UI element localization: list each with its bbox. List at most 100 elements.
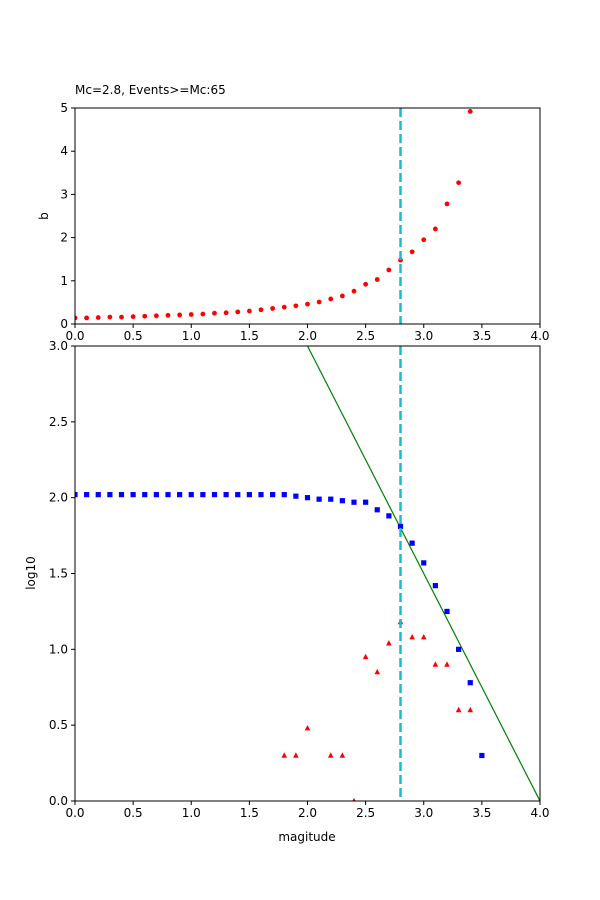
data-point	[130, 314, 136, 320]
data-point	[165, 492, 171, 498]
data-point	[281, 752, 288, 758]
x-tick-label: 0.5	[124, 329, 143, 343]
data-point	[142, 313, 148, 319]
x-tick-label: 0.0	[65, 806, 84, 820]
y-tick-label: 4	[60, 144, 68, 158]
data-point	[142, 492, 148, 498]
b-value-panel: Mc=2.8, Events>=Mc:65 b 0.0 0.5 1.0 1.5 2.0 2…	[37, 83, 550, 343]
data-point	[177, 312, 183, 318]
data-point	[467, 109, 473, 114]
plot-area	[75, 109, 473, 321]
data-point	[409, 540, 415, 546]
axes: 0.0 0.5 1.0 1.5 2.0 2.5 3.0 3.5 4.0 0.0 0.5 1.0 1.5 2…	[49, 339, 550, 820]
data-point	[363, 499, 369, 505]
y-tick-label: 1	[60, 274, 68, 288]
x-tick-label: 0.5	[124, 806, 143, 820]
data-point	[200, 492, 206, 498]
data-point	[270, 492, 276, 498]
data-point	[363, 281, 369, 287]
data-point	[153, 492, 159, 498]
data-point	[421, 560, 427, 566]
x-tick-label: 3.0	[414, 806, 433, 820]
data-point	[386, 640, 392, 646]
log10-panel: magitude log10 0.0 0.5 1.0 1.5 2.0 2.5 3.0 3.5 4…	[24, 339, 550, 844]
y-tick-label: 2	[60, 231, 68, 245]
data-point	[316, 496, 322, 502]
data-point	[235, 492, 241, 498]
data-point	[352, 797, 356, 801]
data-point	[107, 492, 113, 498]
y-tick-label: 0.5	[49, 718, 68, 732]
x-tick-label: 2.0	[298, 806, 317, 820]
data-point	[95, 315, 101, 320]
data-point	[339, 498, 345, 504]
y-tick-label: 2.0	[49, 491, 68, 505]
data-point	[456, 646, 462, 652]
data-point	[339, 752, 346, 758]
data-point	[455, 706, 462, 713]
data-point	[130, 492, 136, 498]
data-point	[118, 492, 125, 498]
data-point	[305, 301, 310, 307]
y-tick-label: 2.5	[49, 415, 68, 429]
data-point	[374, 507, 380, 513]
data-point	[258, 307, 264, 313]
y-tick-label: 1.5	[49, 567, 68, 581]
data-point	[95, 492, 101, 498]
data-point	[316, 299, 322, 305]
x-tick-label: 2.5	[356, 329, 375, 343]
x-tick-label: 2.0	[298, 329, 317, 343]
data-point	[328, 496, 334, 502]
data-point	[421, 237, 427, 243]
data-point	[409, 634, 415, 640]
data-point	[165, 312, 171, 318]
data-point	[327, 752, 334, 758]
data-point	[444, 201, 450, 207]
data-point	[432, 661, 439, 667]
data-point	[177, 492, 183, 498]
data-point	[281, 492, 287, 498]
data-layer	[75, 108, 473, 324]
x-tick-label: 1.0	[182, 329, 201, 343]
y-tick-label: 0.0	[49, 794, 68, 808]
data-point	[304, 495, 311, 501]
x-tick-label: 2.5	[356, 806, 375, 820]
data-point	[304, 725, 311, 731]
data-point	[328, 296, 334, 302]
data-point	[420, 634, 427, 640]
data-point	[153, 313, 159, 319]
x-tick-label: 1.5	[240, 806, 259, 820]
data-point	[444, 661, 450, 667]
data-layer	[75, 346, 540, 801]
y-tick-label: 5	[60, 101, 68, 115]
data-point	[246, 492, 252, 498]
data-point	[84, 492, 90, 498]
data-point	[293, 752, 299, 758]
data-point	[84, 315, 90, 321]
y-tick-label: 3.0	[49, 339, 68, 353]
x-tick-label: 1.0	[182, 806, 201, 820]
x-axis-label: magitude	[278, 830, 335, 844]
data-point	[212, 310, 217, 316]
y-tick-label: 1.0	[49, 642, 68, 656]
fit-line	[306, 346, 540, 801]
data-point	[281, 304, 287, 310]
data-point	[386, 513, 392, 519]
data-point	[119, 314, 124, 320]
data-point	[188, 492, 194, 498]
data-point	[223, 492, 229, 498]
data-point	[188, 312, 194, 317]
data-point	[200, 311, 206, 317]
y-tick-label: 0	[60, 317, 68, 331]
data-point	[432, 226, 438, 232]
data-point	[456, 180, 462, 186]
panel-title: Mc=2.8, Events>=Mc:65	[75, 83, 226, 97]
data-point	[467, 680, 473, 686]
data-point	[211, 492, 218, 498]
x-tick-label: 1.5	[240, 329, 259, 343]
y-axis-label: log10	[24, 556, 38, 590]
data-point	[293, 493, 299, 499]
x-tick-label: 0.0	[65, 329, 84, 343]
